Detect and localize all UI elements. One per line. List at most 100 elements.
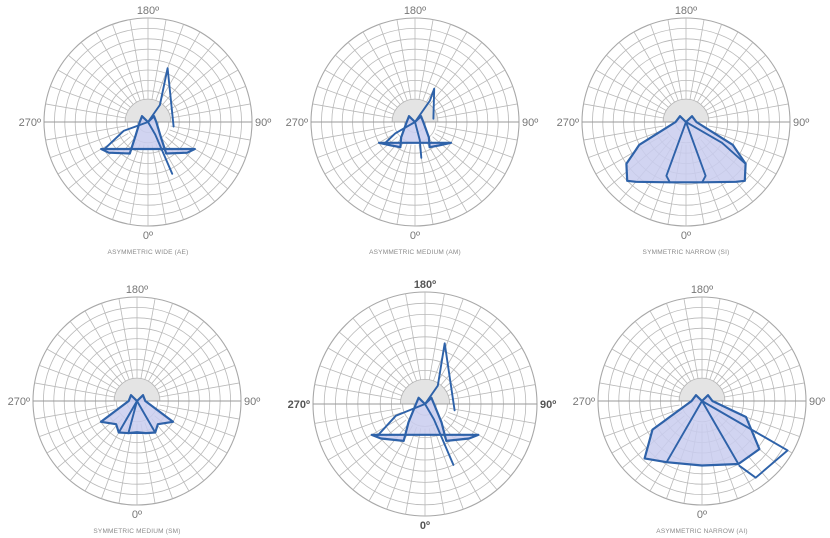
angle-label-bottom: 0º [420, 520, 430, 532]
grid-spoke [140, 298, 156, 379]
grid-spoke [148, 310, 190, 382]
grid-spoke [721, 348, 793, 390]
angle-label-bottom: 0º [132, 509, 142, 521]
grid-spoke [324, 69, 396, 111]
grid-spoke [327, 347, 404, 393]
grid-spoke [312, 103, 393, 119]
hub [113, 377, 161, 402]
grid-spoke [34, 404, 115, 420]
grid-spoke [449, 384, 536, 401]
grid-spoke [319, 365, 402, 396]
grid-spoke [443, 419, 512, 477]
grid-spoke [167, 133, 239, 175]
grid-spoke [129, 144, 145, 225]
distribution-curve [414, 121, 423, 159]
grid-spoke [335, 54, 398, 108]
angle-label-left: 270º [8, 396, 30, 408]
grid-spoke [379, 24, 408, 101]
grid-spoke [709, 303, 738, 380]
grid-spoke [583, 125, 664, 141]
grid-spoke [448, 412, 531, 443]
grid-spoke [151, 418, 205, 481]
grid-spoke [428, 428, 445, 515]
angle-label-top: 180º [675, 5, 697, 17]
distribution-curve [665, 400, 703, 464]
grid-spoke [50, 129, 127, 158]
grid-spoke [724, 382, 805, 398]
distribution-curve [117, 400, 138, 434]
grid-spoke [118, 298, 134, 379]
grid-spoke [95, 31, 137, 103]
grid-spoke [317, 129, 394, 158]
grid-spoke [50, 86, 127, 115]
grid-spoke [724, 404, 805, 420]
grid-spoke [57, 415, 120, 469]
grid-spoke [324, 133, 396, 175]
grid-spoke [327, 415, 404, 461]
distribution-curve [147, 121, 174, 175]
grid-spoke [362, 31, 404, 103]
grid-spoke [68, 54, 131, 108]
grid-spoke [634, 321, 688, 384]
grid-spoke [170, 103, 251, 119]
grid-spoke [347, 42, 401, 105]
distribution-curve [424, 403, 455, 466]
grid-spoke [433, 427, 464, 510]
grid-spoke [154, 333, 217, 387]
grid-spoke [618, 42, 672, 105]
grid-spoke [422, 143, 451, 220]
grid-spoke [169, 129, 246, 158]
angle-label-top: 180º [404, 5, 426, 17]
grid-spoke [723, 365, 800, 394]
distribution-curve [147, 67, 175, 128]
grid-spoke [446, 347, 523, 393]
grid-spoke [170, 125, 251, 141]
grid-spoke [118, 423, 134, 504]
grid-spoke [707, 129, 784, 158]
grid-spoke [434, 69, 506, 111]
grid-spoke [69, 321, 123, 384]
grid-spoke [112, 143, 141, 220]
grid-spoke [69, 418, 123, 481]
grid-spoke [666, 303, 695, 380]
grid-spoke [169, 86, 246, 115]
angle-label-right: 90º [809, 396, 825, 408]
angle-label-top: 180º [137, 5, 159, 17]
grid-spoke [611, 348, 683, 390]
grid-spoke [599, 404, 680, 420]
grid-spoke [45, 125, 126, 141]
grid-spoke [159, 382, 240, 398]
grid-spoke [689, 19, 705, 100]
angle-label-right: 90º [255, 117, 271, 129]
grid-spoke [418, 19, 434, 100]
angle-label-bottom: 0º [681, 230, 691, 242]
grid-spoke [57, 333, 120, 387]
grid-spoke [154, 415, 217, 469]
angle-label-left: 270º [286, 117, 308, 129]
grid-spoke [449, 407, 536, 424]
grid-spoke [443, 331, 512, 389]
grid-spoke [446, 415, 523, 461]
hub [662, 98, 710, 123]
distribution-curve [685, 121, 707, 184]
grid-spoke [165, 54, 228, 108]
grid-spoke [46, 348, 118, 390]
grid-spoke [144, 422, 173, 499]
grid-spoke [436, 86, 513, 115]
distribution-curve [384, 121, 416, 144]
grid-spoke [588, 129, 665, 158]
angle-label-left: 270º [288, 399, 310, 411]
grid-spoke [405, 428, 422, 515]
grid-spoke [428, 293, 445, 380]
grid-spoke [347, 139, 401, 202]
angle-label-bottom: 0º [697, 509, 707, 521]
grid-spoke [583, 103, 664, 119]
chart-caption: SYMMETRIC NARROW (SI) [643, 249, 730, 256]
angle-label-right: 90º [244, 396, 260, 408]
grid-spoke [599, 382, 680, 398]
grid-spoke [716, 321, 770, 384]
grid-spoke [155, 24, 184, 101]
distribution-curve [685, 121, 747, 165]
grid-spoke [440, 317, 498, 386]
grid-spoke [112, 24, 141, 101]
